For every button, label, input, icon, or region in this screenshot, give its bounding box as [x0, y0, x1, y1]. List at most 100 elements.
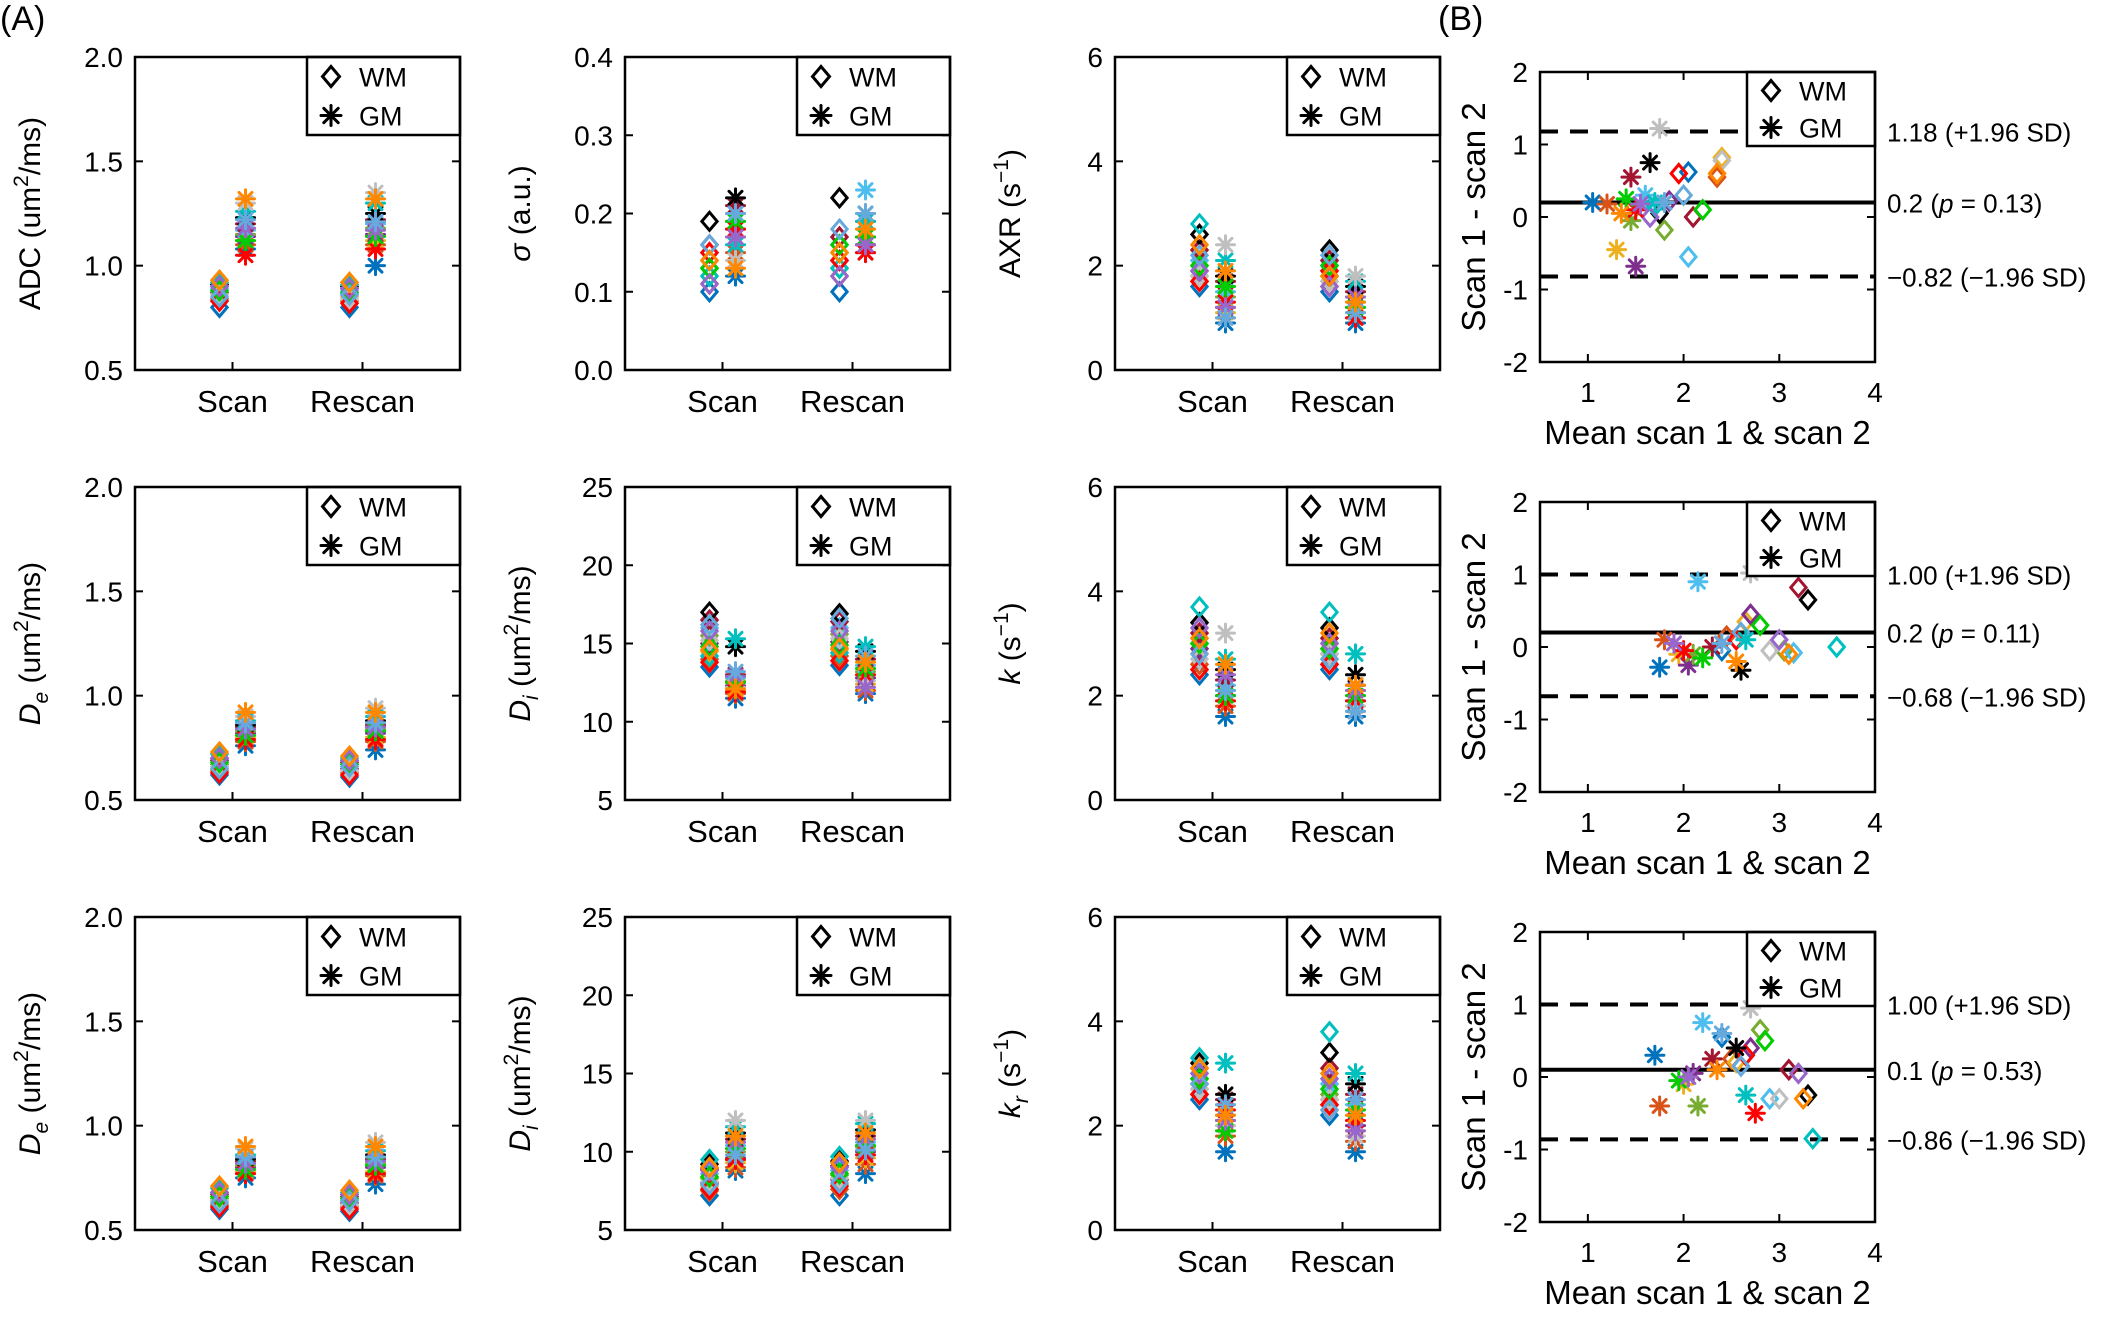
wm-difference-point	[1750, 613, 1770, 637]
y-tick-label: 1.5	[84, 576, 123, 607]
wm-difference-point	[1788, 1062, 1809, 1085]
wm-scan-point	[1189, 626, 1210, 650]
legend-gm-label: GM	[849, 532, 893, 562]
x-tick-label: 2	[1676, 807, 1692, 838]
legend-wm-label: WM	[1799, 937, 1847, 967]
plot-frame	[133, 55, 462, 372]
y-tick-label: 2.0	[84, 902, 123, 933]
reference-line-label: 1.00 (+1.96 SD)	[1887, 991, 2071, 1021]
wm-difference-point	[1788, 576, 1809, 599]
gm-difference-point	[1649, 118, 1671, 140]
y-tick-label: 4	[1087, 576, 1103, 607]
gm-rescan-point	[365, 188, 386, 210]
gm-difference-point	[1596, 193, 1618, 215]
x-tick-label: 3	[1771, 807, 1787, 838]
legend-gm-marker-icon	[1299, 534, 1323, 557]
wm-scan-point	[209, 740, 230, 764]
legend-wm-marker-icon	[320, 494, 342, 519]
y-tick-label: 1.0	[84, 251, 123, 282]
x-category-label: Scan	[1177, 1244, 1248, 1279]
legend-gm-marker-icon	[1299, 104, 1323, 127]
wm-difference-point	[1640, 205, 1660, 229]
x-category-label: Scan	[197, 384, 268, 419]
gm-difference-point	[1649, 656, 1671, 678]
gm-rescan-point	[855, 179, 876, 201]
wm-scan-point	[1189, 212, 1210, 236]
legend-wm-label: WM	[1339, 493, 1387, 523]
legend-wm-label: WM	[1339, 923, 1387, 953]
y-tick-label: 1.0	[84, 681, 123, 712]
gm-rescan-point	[855, 651, 876, 673]
gm-difference-point	[1649, 1095, 1671, 1117]
gm-rescan-point	[365, 238, 386, 260]
gm-rescan-point	[855, 1122, 876, 1144]
legend-gm-label: GM	[1799, 974, 1843, 1004]
y-tick-label: -1	[1503, 275, 1528, 306]
chart-sigma: 0.0 0.1 0.2 0.3 0.4 Scan Rescan σ (a.u.) WM GM	[504, 42, 952, 419]
y-tick-label: 0.2	[574, 199, 613, 230]
wm-rescan-point	[339, 283, 360, 307]
chart-de1: 0.5 1.0 1.5 2.0 Scan Rescan De (um2/ms) WM GM	[10, 472, 462, 849]
wm-scan-point	[699, 635, 720, 658]
wm-rescan-point	[1319, 243, 1340, 267]
wm-scan-point	[1189, 259, 1210, 283]
plot-frame	[1538, 930, 1877, 1224]
y-tick-label: 20	[582, 550, 613, 581]
gm-difference-point	[1606, 239, 1628, 261]
y-tick-label: 6	[1087, 42, 1103, 73]
y-axis-label: kr (s−1)	[990, 1029, 1033, 1118]
gm-rescan-point	[1345, 700, 1366, 722]
x-category-label: Scan	[687, 384, 758, 419]
wm-rescan-point	[829, 607, 850, 630]
wm-rescan-point	[1319, 275, 1340, 298]
x-tick-label: 1	[1580, 377, 1596, 408]
wm-difference-point	[1707, 162, 1727, 185]
gm-scan-point	[725, 678, 746, 700]
y-tick-label: 0.0	[574, 355, 613, 386]
wm-difference-point	[1827, 635, 1847, 659]
y-tick-label: 1	[1512, 560, 1528, 591]
wm-difference-point	[1803, 1127, 1823, 1150]
y-tick-label: 25	[582, 902, 613, 933]
wm-difference-point	[1760, 639, 1780, 662]
x-category-label: Rescan	[310, 814, 415, 849]
gm-difference-point	[1725, 651, 1747, 672]
chart-axr: 0 2 4 6 Scan Rescan AXR (s−1) WM GM	[990, 42, 1442, 419]
gm-difference-point	[1687, 571, 1709, 593]
legend-wm-label: WM	[359, 63, 407, 93]
gm-scan-point	[1215, 622, 1236, 644]
wm-scan-point	[1189, 254, 1210, 277]
gm-difference-point	[1677, 1066, 1699, 1088]
wm-difference-point	[1779, 642, 1799, 666]
gm-difference-point	[1582, 192, 1604, 213]
wm-scan-point	[699, 638, 720, 662]
wm-rescan-point	[829, 649, 850, 673]
gm-scan-point	[725, 203, 746, 224]
legend-wm-marker-icon	[1760, 78, 1782, 103]
legend-gm-marker-icon	[319, 534, 343, 557]
y-tick-label: 0	[1087, 1215, 1103, 1246]
legend-wm-label: WM	[1799, 507, 1847, 537]
wm-difference-point	[1755, 1029, 1775, 1053]
y-tick-label: -1	[1503, 1135, 1528, 1166]
x-category-label: Rescan	[1290, 814, 1395, 849]
gm-rescan-point	[1345, 291, 1366, 313]
wm-difference-point	[1779, 1058, 1799, 1082]
wm-rescan-point	[829, 633, 850, 657]
wm-scan-point	[1189, 243, 1210, 267]
gm-rescan-point	[855, 1139, 876, 1161]
wm-difference-point	[1678, 245, 1698, 269]
wm-scan-point	[1189, 1056, 1210, 1080]
wm-rescan-point	[1319, 621, 1340, 645]
legend-wm-marker-icon	[1760, 938, 1782, 963]
wm-difference-point	[1731, 1054, 1751, 1078]
legend-gm-marker-icon	[319, 964, 343, 987]
wm-rescan-point	[1319, 238, 1340, 262]
legend-gm-marker-icon	[809, 964, 833, 987]
legend-wm-marker-icon	[320, 924, 342, 949]
y-tick-label: 10	[582, 1137, 613, 1168]
legend-gm-marker-icon	[319, 104, 343, 127]
y-tick-label: 2	[1512, 487, 1528, 518]
wm-scan-point	[209, 1174, 230, 1198]
